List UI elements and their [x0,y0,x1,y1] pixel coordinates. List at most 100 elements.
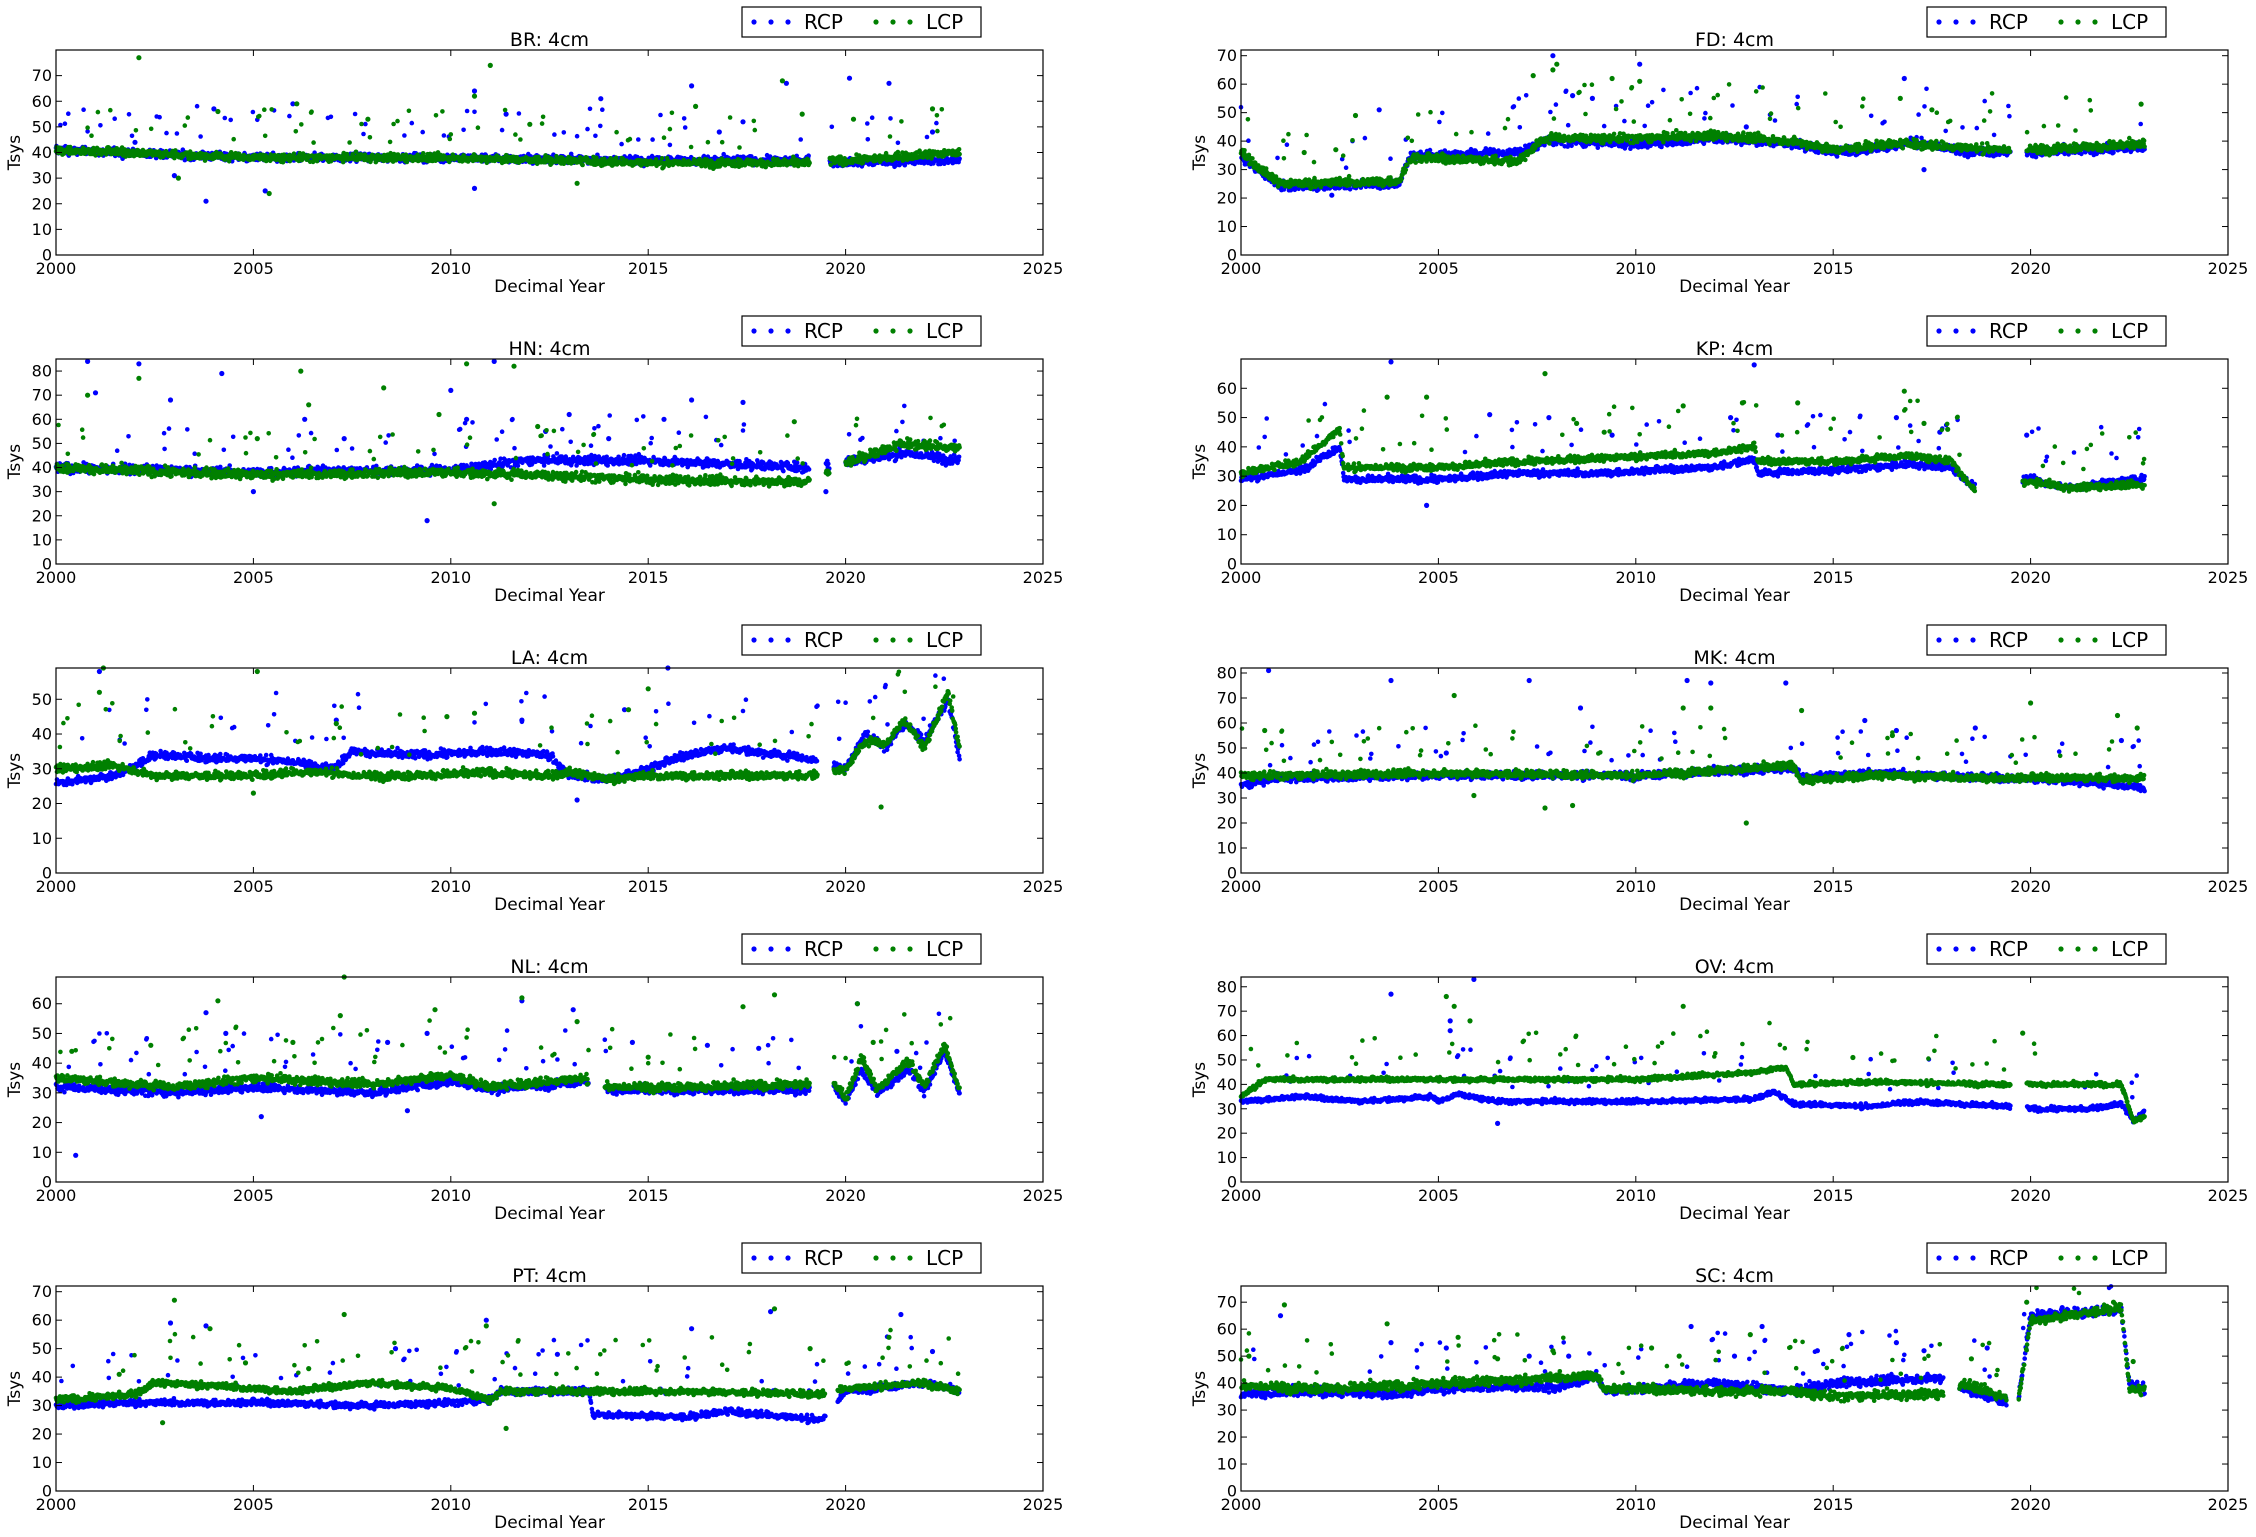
data-point [420,151,426,156]
data-point [1601,123,1607,129]
data-point [352,111,358,117]
x-axis-label: Decimal Year [494,277,605,297]
data-point [1924,86,1929,92]
data-point [1730,103,1735,108]
data-point [613,155,619,160]
data-point [228,117,233,123]
data-point [1281,156,1287,161]
data-point [1922,104,1927,109]
data-point [126,112,132,117]
data-point [1703,110,1708,116]
data-point [309,109,314,114]
data-point [85,129,90,134]
series-lcp [1238,61,2147,192]
data-point [62,121,68,126]
outlier-point [689,83,695,89]
data-point [669,110,675,116]
data-point [182,157,188,163]
data-point [1794,101,1799,107]
data-point [1517,125,1523,130]
data-point [516,111,522,116]
y-tick-label: 10 [32,220,52,239]
data-point [1343,165,1349,170]
data-point [2111,150,2116,155]
outlier-point [203,198,209,204]
data-point [600,107,605,112]
outlier-point [266,190,272,197]
data-point [262,133,268,139]
data-point [1388,156,1393,161]
data-point [269,107,275,112]
data-point [1642,123,1647,129]
data-point [108,107,113,113]
data-point [752,127,758,133]
data-point [540,114,546,120]
data-point [924,134,930,140]
y-tick-label: 70 [32,66,52,85]
data-points [53,55,962,204]
data-point [1622,118,1627,124]
data-point [198,134,203,139]
data-point [552,132,557,137]
data-point [367,135,373,140]
data-point [667,126,673,132]
legend-marker [785,19,791,25]
data-point [257,113,262,119]
data-point [1982,98,1987,104]
outlier-point [487,62,493,68]
data-point [939,107,945,112]
data-point [1772,118,1778,123]
data-point [148,126,154,132]
data-point [667,142,673,148]
outlier-point [1329,192,1335,198]
data-point [935,128,940,134]
chart-title: BR: 4cm [510,29,589,51]
legend-marker [890,19,896,25]
data-point [869,115,875,120]
data-point [593,133,598,139]
data-point [1563,88,1569,94]
data-point [574,133,580,139]
data-point [1868,113,1874,119]
data-point [420,129,426,135]
data-point [1916,112,1921,117]
data-point [174,131,180,136]
outlier-point [503,111,509,117]
data-point [95,109,101,115]
outlier-point [175,175,181,181]
legend-marker [751,19,757,25]
data-point [502,107,508,113]
data-point [1437,119,1442,125]
legend-label: LCP [926,10,963,34]
data-point [705,139,711,145]
series-rcp [1238,53,2147,198]
data-point [464,108,470,114]
data-point [440,109,445,114]
x-tick-label: 2005 [233,259,274,278]
data-point [1565,122,1571,128]
y-tick-label: 20 [32,194,52,213]
data-point [250,109,256,115]
outlier-point [471,93,478,99]
outlier-point [1376,107,1382,113]
data-point [807,160,812,166]
x-tick-label: 2010 [430,259,471,278]
data-point [580,162,585,168]
data-point [888,116,893,121]
data-point [287,113,292,119]
data-point [359,121,364,127]
data-point [798,137,803,142]
panel-br: 2000 2005 2010 2015 2020 2025010203040506070B… [5,6,1063,297]
data-point [727,115,733,120]
data-point [461,127,466,133]
data-point [1440,110,1445,116]
data-point [433,113,439,118]
data-point [347,140,352,145]
data-point [1311,159,1317,165]
data-point [1991,132,1997,138]
outlier-point [693,103,699,109]
data-point [587,106,593,112]
data-point [957,151,962,157]
data-point [447,136,453,142]
